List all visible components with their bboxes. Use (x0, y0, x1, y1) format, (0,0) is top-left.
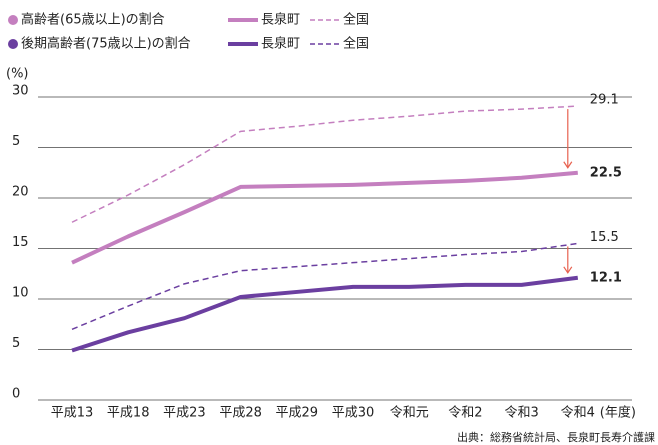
legend-dot (8, 39, 18, 49)
x-tick-label: 令和4 (561, 406, 595, 421)
y-tick-label: 20 (12, 185, 29, 200)
arrow-head (563, 161, 573, 169)
legend-label: 長泉町 (261, 36, 300, 52)
source: 出典：総務省統計局、長泉町長寿介護課 (457, 430, 655, 444)
x-tick-label: 令和2 (448, 406, 482, 421)
x-tick-label: 平成30 (332, 406, 375, 421)
legend-group: 高齢者(65歳以上)の割合 (21, 12, 165, 28)
arrow-head (563, 266, 573, 274)
legend-label: 長泉町 (261, 12, 300, 28)
y-unit: (%) (6, 67, 29, 82)
series-line (71, 242, 578, 330)
y-tick-label: 30 (12, 84, 29, 99)
x-tick-label: 令和3 (504, 406, 538, 421)
legend-label: 全国 (343, 36, 369, 52)
value-label: 15.5 (590, 230, 619, 245)
y-tick-label: 10 (12, 286, 29, 301)
series-line (71, 275, 579, 353)
y-tick-label: 5 (12, 134, 20, 149)
y-tick-label: 5 (12, 336, 20, 351)
y-tick-label: 15 (12, 235, 29, 250)
x-unit: (年度) (600, 405, 636, 421)
x-tick-label: 平成28 (219, 406, 262, 421)
series-line (71, 170, 578, 265)
x-tick-label: 平成23 (163, 406, 206, 421)
y-tick-label: 0 (12, 387, 20, 402)
series-line (71, 105, 578, 223)
value-label: 12.1 (590, 270, 622, 285)
legend-dot (8, 15, 18, 25)
x-tick-label: 平成13 (51, 406, 94, 421)
value-label: 22.5 (590, 165, 622, 180)
x-tick-label: 平成29 (276, 406, 319, 421)
legend-label: 全国 (343, 12, 369, 28)
value-label: 29.1 (590, 93, 619, 108)
x-tick-label: 令和元 (390, 406, 429, 421)
x-tick-label: 平成18 (107, 406, 150, 421)
legend-group: 後期高齢者(75歳以上)の割合 (21, 36, 191, 52)
